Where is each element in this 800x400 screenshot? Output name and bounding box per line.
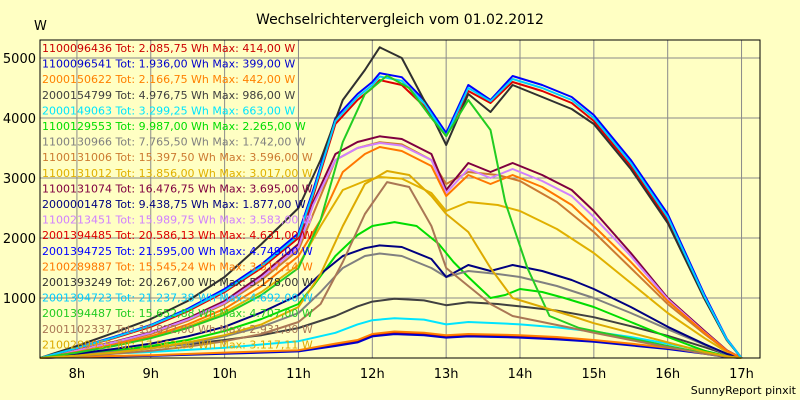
plot-frame [39, 39, 761, 359]
x-tick-label: 8h [69, 367, 86, 382]
series-line-2 [39, 333, 742, 359]
legend-entry: 1100129553 Tot: 9.987,00 Wh Max: 2.265,0… [42, 120, 306, 133]
legend-entry: 2000154799 Tot: 4.976,75 Wh Max: 986,00 … [42, 89, 295, 102]
series-line-19 [39, 181, 742, 359]
legend-entry: 2001102337 Tot: 10.872,00 Wh Max: 2.931,… [42, 323, 313, 336]
y-tick-label: 1000 [3, 292, 36, 307]
legend: 1100096436 Tot: 2.085,75 Wh Max: 414,00 … [42, 42, 313, 351]
y-tick-label: 5000 [3, 52, 36, 67]
x-tick-label: 13h [434, 367, 459, 382]
series-line-20 [39, 170, 742, 359]
series-line-10 [39, 135, 742, 359]
legend-entry: 2000150622 Tot: 2.166,75 Wh Max: 442,00 … [42, 73, 295, 86]
legend-entry: 1100131012 Tot: 13.856,00 Wh Max: 3.017,… [42, 167, 313, 180]
legend-entry: 1100131074 Tot: 16.476,75 Wh Max: 3.695,… [42, 182, 313, 195]
legend-entry: 2000001478 Tot: 9.438,75 Wh Max: 1.877,0… [42, 198, 306, 211]
series-line-9 [39, 176, 742, 359]
series-line-6 [39, 221, 742, 359]
legend-entry: 1100213451 Tot: 15.989,75 Wh Max: 3.583,… [42, 214, 313, 227]
x-tick-label: 14h [508, 367, 533, 382]
series-line-12 [39, 142, 742, 359]
legend-entry: 2100289955 Tot: 13.563,00 Wh Max: 3.117,… [42, 338, 313, 351]
legend-entry: 1100130966 Tot: 7.765,50 Wh Max: 1.742,0… [42, 136, 306, 149]
series-line-17 [39, 75, 743, 359]
x-tick-label: 17h [729, 367, 754, 382]
x-tick-label: 11h [286, 367, 311, 382]
x-tick-label: 9h [143, 367, 160, 382]
legend-entry: 1100096541 Tot: 1.936,00 Wh Max: 399,00 … [42, 58, 295, 71]
x-tick-label: 10h [212, 367, 237, 382]
x-tick-label: 16h [655, 367, 680, 382]
series-line-11 [39, 244, 742, 359]
series-line-7 [39, 252, 742, 359]
y-axis-label: W [34, 19, 47, 34]
legend-entry: 2001393249 Tot: 20.267,00 Wh Max: 5.178,… [42, 276, 313, 289]
legend-entry: 2000149063 Tot: 3.299,25 Wh Max: 663,00 … [42, 104, 295, 117]
chart-title: Wechselrichtervergleich vom 01.02.2012 [256, 12, 544, 28]
series-line-5 [39, 317, 742, 359]
y-tick-label: 4000 [3, 112, 36, 127]
credit-label: SunnyReport pinxit [691, 384, 797, 397]
series-lines [39, 46, 743, 359]
series-line-15 [39, 146, 742, 359]
legend-entry: 2001394725 Tot: 21.595,00 Wh Max: 4.749,… [42, 245, 313, 258]
x-tick-label: 12h [360, 367, 385, 382]
x-tick-label: 15h [581, 367, 606, 382]
legend-entry: 1100096436 Tot: 2.085,75 Wh Max: 414,00 … [42, 42, 295, 55]
series-line-14 [39, 72, 743, 359]
legend-entry: 2100289887 Tot: 15.545,24 Wh Max: 3.517,… [42, 260, 313, 273]
legend-entry: 2001394487 Tot: 15.652,88 Wh Max: 4.707,… [42, 307, 313, 320]
legend-entry: 2001394723 Tot: 21.237,38 Wh Max: 4.692,… [42, 292, 313, 305]
series-line-13 [39, 79, 743, 359]
tick-labels: 1000 2000 3000 4000 5000 8h 9h 10h 11h 12h 13h 14h 1… [3, 52, 754, 382]
legend-entry: 2001394485 Tot: 20.586,13 Wh Max: 4.631,… [42, 229, 313, 242]
y-tick-label: 2000 [3, 232, 36, 247]
series-line-18 [39, 74, 742, 359]
series-line-16 [39, 46, 743, 359]
legend-entry: 1100131006 Tot: 15.397,50 Wh Max: 3.596,… [42, 151, 313, 164]
series-line-3 [39, 330, 742, 359]
y-tick-label: 3000 [3, 172, 36, 187]
series-line-8 [39, 141, 742, 359]
